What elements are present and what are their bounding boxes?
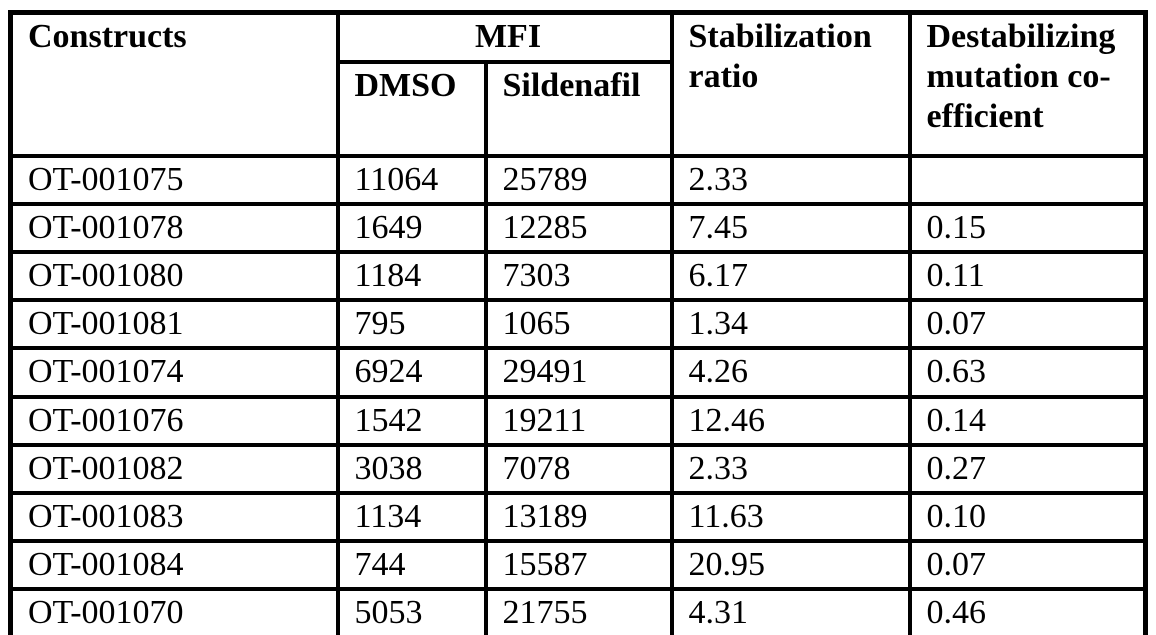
table-row: OT-001082 3038 7078 2.33 0.27 (8, 442, 1148, 495)
mfi-sildenafil-cell: 7078 (483, 442, 674, 495)
stabilization-ratio-cell: 20.95 (669, 538, 912, 591)
header-row-top: Constructs MFI Stabilization ratio Desta… (8, 10, 1148, 158)
construct-cell: OT-001076 (8, 394, 340, 447)
stabilization-ratio-cell: 2.33 (669, 442, 912, 495)
mfi-dmso-cell: 1134 (335, 490, 488, 543)
mfi-dmso-cell: 11064 (335, 153, 488, 207)
table-body: OT-001075 11064 25789 2.33 OT-001078 164… (8, 153, 1148, 635)
table-row: OT-001084 744 15587 20.95 0.07 (8, 538, 1148, 591)
construct-cell: OT-001075 (8, 153, 340, 207)
construct-cell: OT-001080 (8, 250, 340, 303)
mfi-dmso-cell: 6924 (335, 346, 488, 399)
construct-cell: OT-001083 (8, 490, 340, 543)
destabilizing-coefficient-cell: 0.07 (907, 538, 1148, 591)
mfi-sildenafil-cell: 21755 (483, 587, 674, 635)
mfi-sildenafil-cell: 7303 (483, 250, 674, 303)
construct-cell: OT-001081 (8, 298, 340, 351)
table-row: OT-001078 1649 12285 7.45 0.15 (8, 202, 1148, 255)
destabilizing-coefficient-cell: 0.14 (907, 394, 1148, 447)
stabilization-ratio-cell: 12.46 (669, 394, 912, 447)
table-row: OT-001075 11064 25789 2.33 (8, 153, 1148, 207)
stabilization-ratio-cell: 6.17 (669, 250, 912, 303)
mfi-sildenafil-cell: 25789 (483, 153, 674, 207)
mfi-dmso-cell: 5053 (335, 587, 488, 635)
destabilizing-coefficient-cell (907, 153, 1148, 207)
destabilizing-coefficient-cell: 0.27 (907, 442, 1148, 495)
stabilization-ratio-cell: 7.45 (669, 202, 912, 255)
construct-cell: OT-001084 (8, 538, 340, 591)
sildenafil-column-header: Sildenafil (483, 60, 674, 158)
mfi-sildenafil-cell: 15587 (483, 538, 674, 591)
table-row: OT-001074 6924 29491 4.26 0.63 (8, 346, 1148, 399)
destabilizing-coefficient-cell: 0.07 (907, 298, 1148, 351)
destabilizing-coefficient-column-header: Destabilizing mutation co-efficient (907, 10, 1148, 158)
stabilization-ratio-cell: 1.34 (669, 298, 912, 351)
destabilizing-coefficient-cell: 0.46 (907, 587, 1148, 635)
mfi-dmso-cell: 795 (335, 298, 488, 351)
table-row: OT-001070 5053 21755 4.31 0.46 (8, 587, 1148, 635)
destabilizing-coefficient-cell: 0.63 (907, 346, 1148, 399)
construct-cell: OT-001070 (8, 587, 340, 635)
dmso-column-header: DMSO (335, 60, 488, 158)
table-row: OT-001076 1542 19211 12.46 0.14 (8, 394, 1148, 447)
mfi-dmso-cell: 1542 (335, 394, 488, 447)
stabilization-ratio-cell: 11.63 (669, 490, 912, 543)
destabilizing-coefficient-cell: 0.15 (907, 202, 1148, 255)
table-header: Constructs MFI Stabilization ratio Desta… (8, 10, 1148, 158)
constructs-column-header: Constructs (8, 10, 340, 158)
results-table: Constructs MFI Stabilization ratio Desta… (8, 10, 1148, 635)
mfi-sildenafil-cell: 19211 (483, 394, 674, 447)
stabilization-ratio-cell: 4.26 (669, 346, 912, 399)
stabilization-ratio-column-header: Stabilization ratio (669, 10, 912, 158)
table-row: OT-001080 1184 7303 6.17 0.11 (8, 250, 1148, 303)
stabilization-ratio-cell: 4.31 (669, 587, 912, 635)
mfi-column-group-header: MFI (335, 10, 674, 64)
destabilizing-coefficient-cell: 0.10 (907, 490, 1148, 543)
construct-cell: OT-001074 (8, 346, 340, 399)
mfi-dmso-cell: 3038 (335, 442, 488, 495)
mfi-dmso-cell: 1649 (335, 202, 488, 255)
construct-cell: OT-001078 (8, 202, 340, 255)
mfi-sildenafil-cell: 29491 (483, 346, 674, 399)
construct-cell: OT-001082 (8, 442, 340, 495)
table-row: OT-001081 795 1065 1.34 0.07 (8, 298, 1148, 351)
mfi-sildenafil-cell: 1065 (483, 298, 674, 351)
destabilizing-coefficient-cell: 0.11 (907, 250, 1148, 303)
mfi-sildenafil-cell: 12285 (483, 202, 674, 255)
stabilization-ratio-cell: 2.33 (669, 153, 912, 207)
header-row-sub: DMSO Sildenafil (11, 60, 1146, 158)
table-row: OT-001083 1134 13189 11.63 0.10 (8, 490, 1148, 543)
mfi-sildenafil-cell: 13189 (483, 490, 674, 543)
mfi-dmso-cell: 744 (335, 538, 488, 591)
mfi-dmso-cell: 1184 (335, 250, 488, 303)
